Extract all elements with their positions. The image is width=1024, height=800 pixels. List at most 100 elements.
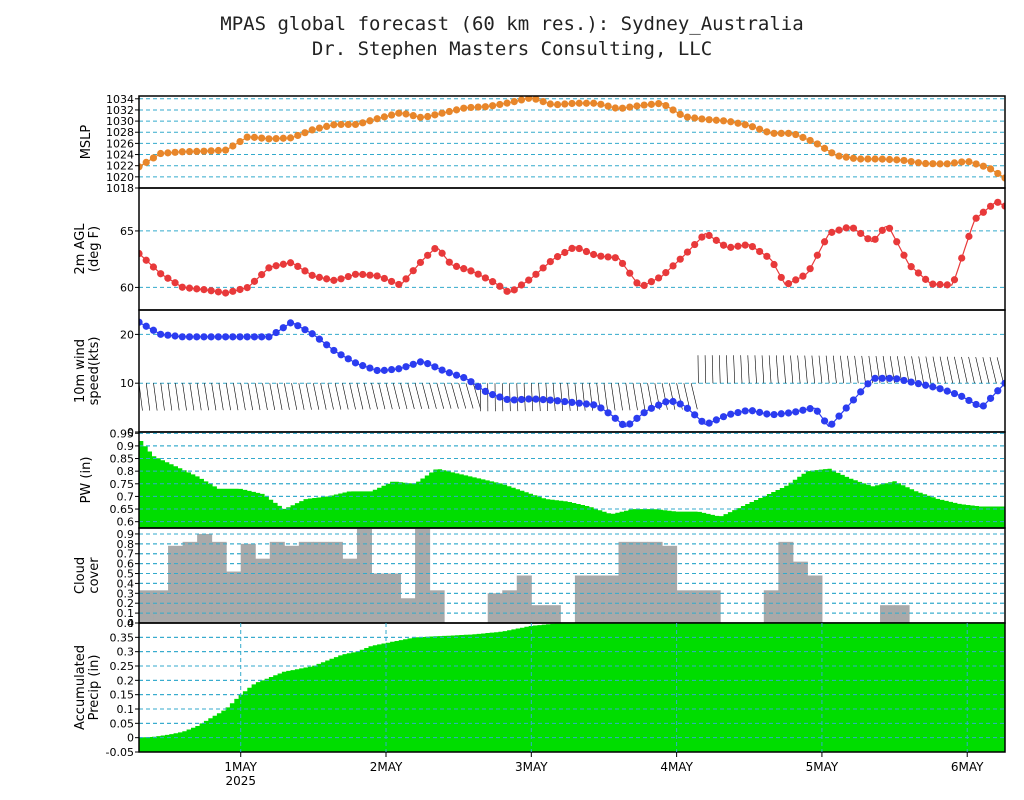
- data-point: [813, 140, 821, 148]
- data-point: [972, 160, 980, 168]
- data-point: [539, 396, 547, 404]
- wind-barb: [458, 383, 467, 409]
- data-point: [662, 269, 670, 277]
- data-point: [525, 395, 533, 403]
- data-point: [286, 134, 295, 142]
- data-point: [885, 155, 894, 164]
- wind-barb: [218, 383, 224, 411]
- cloud-bar: [763, 590, 779, 623]
- data-point: [387, 365, 396, 374]
- data-point: [741, 407, 749, 415]
- cloud-bar: [545, 605, 561, 623]
- data-point: [525, 96, 533, 102]
- data-point: [885, 224, 894, 232]
- data-point: [185, 284, 194, 292]
- data-point: [893, 156, 901, 164]
- cloud-bar: [502, 590, 518, 623]
- cloud-bar: [429, 590, 445, 623]
- data-point: [402, 275, 410, 283]
- data-point: [178, 333, 186, 341]
- data-point: [907, 378, 915, 386]
- data-point: [185, 333, 194, 341]
- data-point: [907, 263, 915, 271]
- data-point: [871, 235, 879, 243]
- x-tick-label: 3MAY: [515, 760, 548, 774]
- wind-barb: [639, 383, 646, 411]
- data-point: [337, 275, 345, 283]
- data-point: [229, 287, 237, 295]
- data-point: [748, 407, 757, 415]
- data-point: [193, 285, 201, 293]
- wind-barb: [690, 383, 698, 410]
- wind-barb: [932, 356, 939, 384]
- data-point: [994, 387, 1002, 395]
- data-point: [265, 264, 273, 272]
- data-point: [366, 271, 374, 279]
- data-point: [727, 410, 735, 418]
- data-point: [481, 274, 489, 282]
- data-point: [965, 232, 973, 240]
- data-point: [922, 159, 930, 168]
- data-point: [835, 412, 843, 420]
- y-tick-label: 0.1: [117, 703, 135, 716]
- data-point: [929, 280, 937, 288]
- wind-barb: [625, 383, 631, 411]
- data-point: [416, 113, 425, 121]
- wind-barb: [733, 355, 736, 384]
- data-point: [214, 146, 222, 155]
- y-axis-label-line: speed(kts): [87, 337, 102, 406]
- data-point: [149, 263, 158, 271]
- data-point: [142, 158, 150, 166]
- data-point: [359, 119, 367, 127]
- cloud-bar: [255, 558, 271, 623]
- wind-barb: [545, 383, 549, 412]
- wind-barb: [175, 383, 180, 411]
- data-point: [914, 159, 923, 167]
- data-point: [171, 332, 179, 340]
- cloud-bar: [356, 528, 372, 623]
- plot-layer: [139, 623, 1005, 752]
- data-point: [943, 281, 951, 289]
- data-point: [986, 202, 995, 210]
- y-tick-label: 0.8: [117, 465, 135, 478]
- data-point: [813, 407, 821, 415]
- data-point: [568, 398, 576, 406]
- data-point: [958, 392, 966, 400]
- y-tick-label: 0.75: [110, 478, 135, 491]
- data-point: [756, 125, 764, 133]
- page-title: MPAS global forecast (60 km res.): Sydne…: [220, 13, 804, 35]
- data-point: [900, 251, 908, 259]
- y-axis-label-line: cover: [87, 557, 102, 594]
- wind-barb: [968, 356, 975, 384]
- wind-barb: [911, 356, 917, 384]
- data-point: [539, 264, 547, 272]
- data-point: [308, 330, 316, 338]
- title-block: MPAS global forecast (60 km res.): Sydne…: [0, 12, 1024, 62]
- wind-barb: [298, 383, 305, 410]
- cloud-bar: [400, 598, 416, 623]
- data-point: [1001, 379, 1005, 387]
- wind-barb: [567, 383, 571, 411]
- area-fill: [139, 623, 1005, 752]
- wind-barb: [451, 383, 459, 409]
- data-point: [965, 158, 973, 166]
- data-point: [669, 397, 677, 406]
- data-point: [258, 333, 266, 341]
- x-tick-label: 5MAY: [806, 760, 839, 774]
- data-point: [164, 149, 172, 157]
- data-point: [424, 251, 432, 259]
- data-point: [474, 382, 482, 391]
- wind-barb: [754, 355, 757, 384]
- data-point: [698, 417, 706, 425]
- wind-barb: [305, 383, 312, 410]
- data-point: [835, 226, 843, 234]
- data-point: [286, 319, 295, 327]
- data-point: [857, 388, 865, 396]
- data-point: [178, 148, 186, 156]
- data-point: [820, 144, 829, 152]
- data-point: [604, 102, 612, 110]
- data-point: [972, 400, 980, 409]
- data-point: [618, 104, 627, 112]
- data-point: [301, 326, 309, 334]
- data-point: [712, 116, 720, 124]
